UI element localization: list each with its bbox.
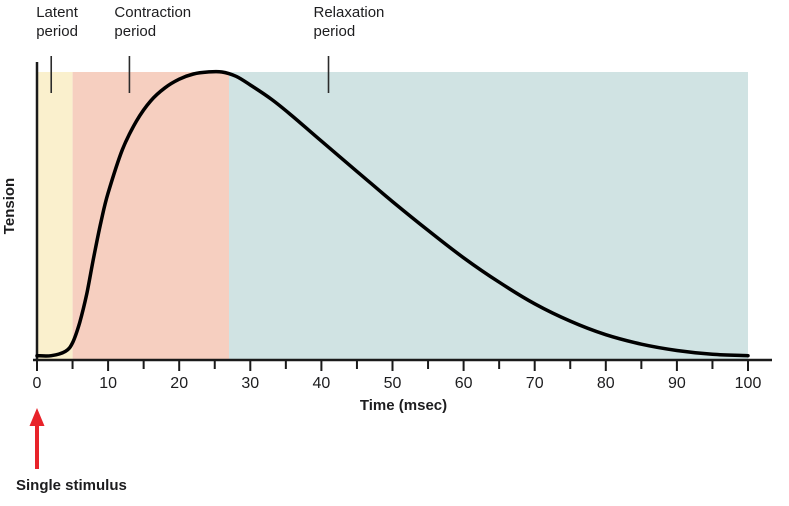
- x-tick-label: 60: [455, 375, 473, 392]
- x-tick-label: 70: [526, 375, 544, 392]
- y-axis-label: Tension: [1, 177, 18, 235]
- region-label-contraction: Contraction period: [114, 4, 192, 40]
- axes: [33, 62, 772, 362]
- stimulus-label: Single stimulus: [16, 477, 127, 494]
- x-tick-label: 50: [384, 375, 402, 392]
- region-leader-lines: [50, 56, 330, 93]
- region-contraction: [72, 72, 229, 360]
- x-tick-label: 100: [735, 375, 762, 392]
- x-tick-label: 90: [668, 375, 686, 392]
- region-label-relaxation: Relaxation period: [313, 4, 385, 40]
- tension-curve: [35, 69, 750, 358]
- region-latent: [37, 72, 73, 360]
- phase-regions: [37, 72, 748, 360]
- x-axis-label: Time (msec): [359, 397, 448, 414]
- x-tick-label: 10: [99, 375, 117, 392]
- x-tick-label: 80: [597, 375, 615, 392]
- stimulus-arrow-head: [29, 408, 45, 426]
- x-axis-tick-labels: 0 10 20 30 40 50 60 70 80 90 100: [33, 375, 762, 392]
- tension-curve-group: [35, 69, 750, 358]
- x-axis-ticks: [36, 360, 749, 371]
- x-tick-label: 30: [241, 375, 259, 392]
- region-label-latent: Latent period: [36, 4, 78, 40]
- stimulus-arrow-group: [29, 408, 45, 469]
- x-tick-label: 0: [33, 375, 42, 392]
- region-relaxation: [229, 72, 748, 360]
- x-tick-label: 40: [313, 375, 331, 392]
- x-tick-label: 20: [170, 375, 188, 392]
